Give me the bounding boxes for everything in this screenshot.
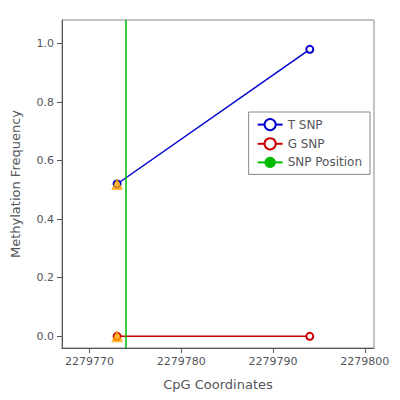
svg-text:0.6: 0.6 (37, 154, 55, 167)
svg-text:G SNP: G SNP (288, 137, 325, 151)
svg-text:0.2: 0.2 (37, 271, 55, 284)
svg-text:0.0: 0.0 (37, 330, 55, 343)
svg-text:SNP Position: SNP Position (288, 155, 362, 169)
svg-text:T SNP: T SNP (287, 118, 323, 132)
svg-text:0.8: 0.8 (37, 96, 55, 109)
svg-text:2279800: 2279800 (340, 355, 389, 368)
svg-text:1.0: 1.0 (37, 37, 55, 50)
svg-text:2279770: 2279770 (65, 355, 114, 368)
svg-text:0.4: 0.4 (37, 213, 55, 226)
svg-text:2279780: 2279780 (157, 355, 206, 368)
svg-text:CpG Coordinates: CpG Coordinates (163, 377, 273, 392)
svg-text:2279790: 2279790 (249, 355, 298, 368)
svg-text:Methylation Frequency: Methylation Frequency (8, 110, 23, 258)
